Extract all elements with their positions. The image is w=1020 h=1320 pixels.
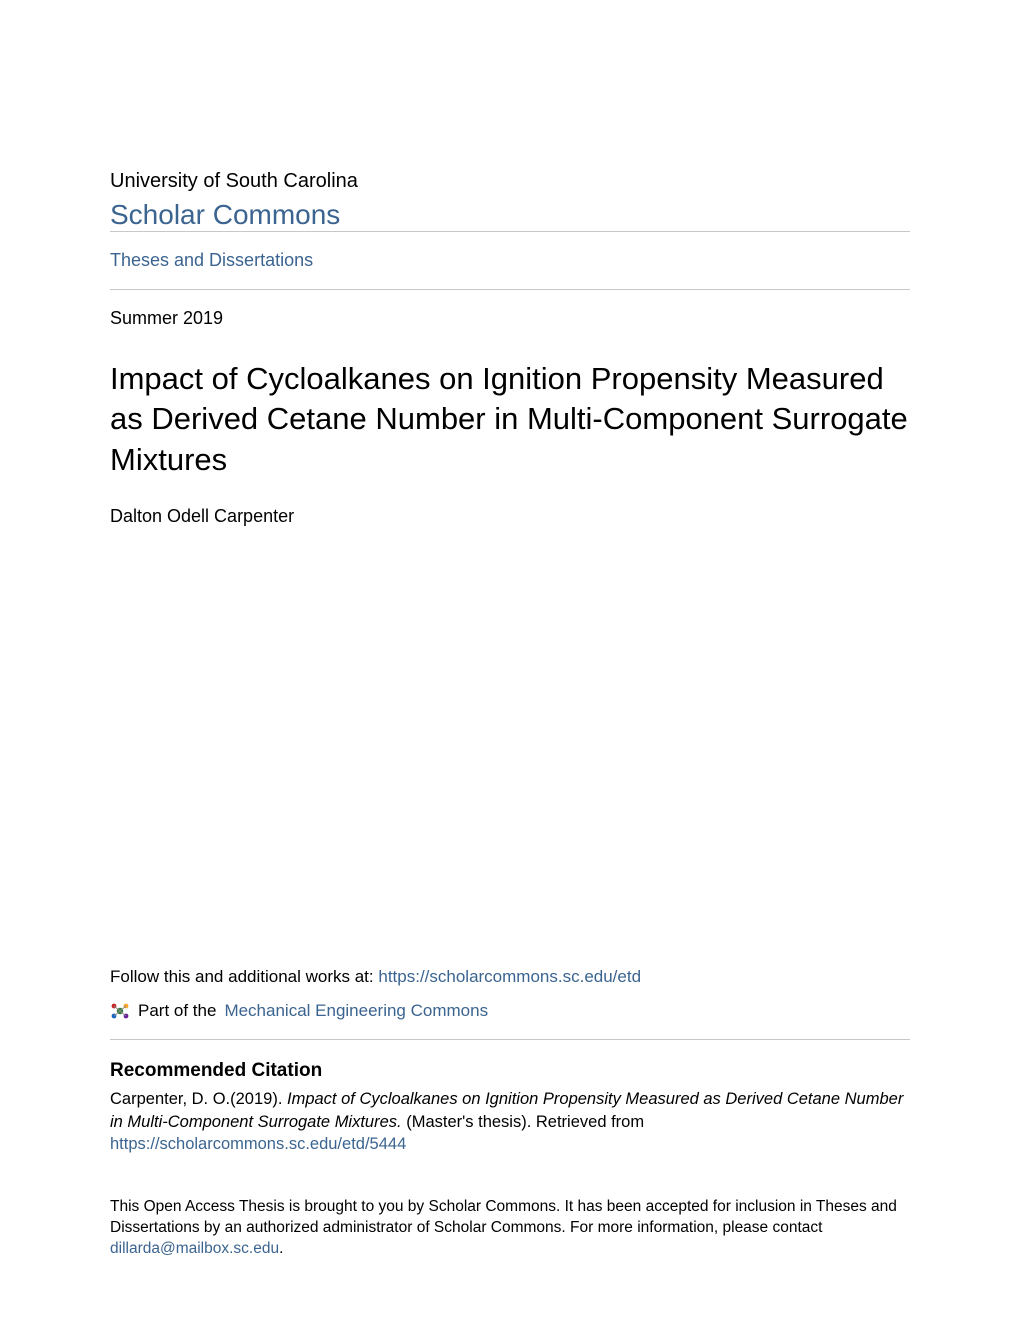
citation-suffix: (Master's thesis). Retrieved from	[402, 1113, 644, 1131]
recommended-citation: Carpenter, D. O.(2019). Impact of Cycloa…	[110, 1088, 910, 1155]
part-of-line: Part of the Mechanical Engineering Commo…	[110, 1001, 910, 1021]
publication-date: Summer 2019	[110, 308, 910, 329]
follow-prefix: Follow this and additional works at:	[110, 967, 378, 986]
network-icon	[110, 1001, 130, 1021]
footer-suffix: .	[279, 1240, 283, 1257]
institution-name: University of South Carolina	[110, 170, 910, 193]
citation-url-link[interactable]: https://scholarcommons.sc.edu/etd/5444	[110, 1135, 406, 1153]
part-of-prefix: Part of the	[138, 1001, 216, 1021]
citation-prefix: Carpenter, D. O.(2019).	[110, 1090, 287, 1108]
collection-link[interactable]: Theses and Dissertations	[110, 232, 313, 289]
record-title: Impact of Cycloalkanes on Ignition Prope…	[110, 359, 910, 480]
follow-line: Follow this and additional works at: htt…	[110, 967, 910, 987]
cover-page: University of South Carolina Scholar Com…	[0, 0, 1020, 1320]
recommended-citation-heading: Recommended Citation	[110, 1060, 910, 1082]
follow-url-link[interactable]: https://scholarcommons.sc.edu/etd	[378, 967, 641, 986]
footer-note: This Open Access Thesis is brought to yo…	[110, 1197, 910, 1260]
commons-link[interactable]: Mechanical Engineering Commons	[224, 1001, 488, 1021]
lower-block: Follow this and additional works at: htt…	[110, 967, 910, 1260]
footer-text: This Open Access Thesis is brought to yo…	[110, 1198, 897, 1236]
divider	[110, 289, 910, 290]
author-name: Dalton Odell Carpenter	[110, 506, 910, 527]
contact-email-link[interactable]: dillarda@mailbox.sc.edu	[110, 1240, 279, 1257]
repository-link[interactable]: Scholar Commons	[110, 199, 340, 230]
divider	[110, 1039, 910, 1040]
